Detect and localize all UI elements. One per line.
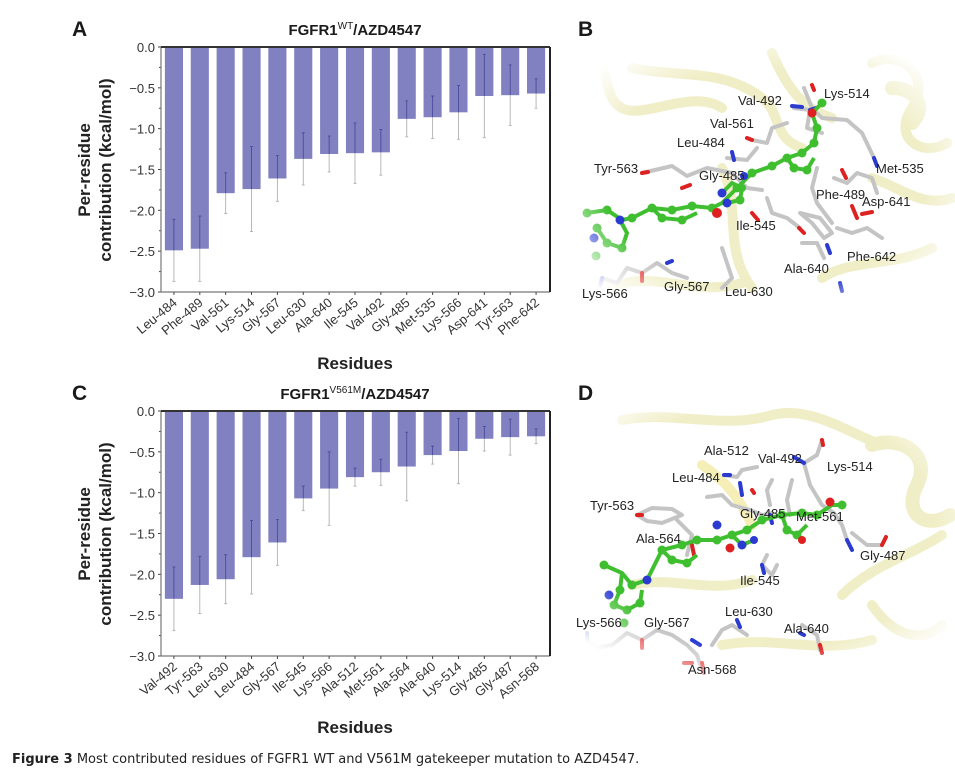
chart-a-bar	[294, 47, 313, 159]
residue-label: Lys-514	[824, 86, 870, 101]
residue-label: Met-561	[796, 509, 844, 524]
chart-c-bar	[268, 411, 287, 543]
residue-label: Val-561	[710, 116, 754, 131]
chart-c-bar	[216, 411, 235, 580]
chart-c-title-suffix: /AZD4547	[361, 386, 430, 403]
chart-c-ylabel-line1: Per-residue	[75, 487, 94, 581]
residue-label: Ala-640	[784, 621, 829, 636]
panel-letter-b: B	[578, 18, 594, 41]
chart-c-ytick-label: −2.5	[129, 608, 155, 623]
residue-label: Ile-545	[740, 573, 780, 588]
residue-label: Gly-567	[644, 615, 690, 630]
chart-c-ytick-label: 0.0	[137, 404, 155, 419]
residue-label: Leu-484	[677, 135, 725, 150]
residue-label: Asp-641	[862, 194, 910, 209]
chart-c-title: FGFR1V561M/AZD4547	[255, 385, 455, 403]
chart-a-ytick-label: −2.5	[129, 244, 155, 259]
chart-a-title-main: FGFR1	[288, 22, 338, 39]
residue-label: Lys-514	[827, 459, 873, 474]
residue-label: Val-492	[738, 93, 782, 108]
residue-label: Ala-640	[784, 261, 829, 276]
residue-label: Asn-568	[688, 662, 736, 677]
residue-label: Phe-642	[847, 249, 896, 264]
residue-label: Gly-485	[740, 506, 786, 521]
chart-a-bar	[190, 47, 209, 249]
residue-label: Lys-566	[576, 615, 622, 630]
panel-letter-a: A	[72, 18, 88, 41]
chart-a-ytick-label: −2.0	[129, 203, 155, 218]
chart-c-ytick-label: −0.5	[129, 445, 155, 460]
chart-c-bar	[475, 411, 494, 439]
residue-label: Leu-630	[725, 604, 773, 619]
chart-a-ytick-label: −1.0	[129, 122, 155, 137]
chart-a-ytick-label: −1.5	[129, 163, 155, 178]
chart-a-ytick-label: 0.0	[137, 40, 155, 55]
panel-letter-c: C	[72, 382, 88, 405]
chart-c-xlabel: Residues	[317, 718, 393, 737]
chart-a-bar	[449, 47, 468, 113]
chart-c-bar	[164, 411, 183, 599]
chart-a-bar	[397, 47, 416, 119]
chart-a-bar	[268, 47, 287, 179]
chart-a-title-suffix: /AZD4547	[353, 22, 422, 39]
chart-c-ytick-label: −1.5	[129, 527, 155, 542]
residue-label: Tyr-563	[590, 498, 634, 513]
residue-label: Tyr-563	[594, 161, 638, 176]
chart-a-bar	[527, 47, 546, 94]
chart-c-bar	[423, 411, 442, 456]
chart-a-bar	[164, 47, 183, 251]
chart-c-ytick-label: −1.0	[129, 486, 155, 501]
figure-caption: Figure 3 Most contributed residues of FG…	[12, 752, 639, 767]
chart-a-ytick-label: −3.0	[129, 285, 155, 300]
chart-a-xlabel: Residues	[317, 354, 393, 373]
residue-label: Gly-485	[699, 168, 745, 183]
chart-c-bar	[190, 411, 209, 585]
chart-a-bar	[423, 47, 442, 118]
chart-a-ylabel-line2: contribution (kcal/mol)	[96, 78, 115, 261]
chart-c: Per-residue contribution (kcal/mol) 0.0 −…	[75, 404, 551, 737]
chart-a-bar	[371, 47, 390, 153]
residue-label: Leu-630	[725, 284, 773, 299]
residue-label: Met-535	[876, 161, 924, 176]
chart-c-title-sup: V561M	[329, 385, 362, 396]
chart-c-bar	[345, 411, 365, 478]
chart-a-ylabel-line1: Per-residue	[75, 123, 94, 217]
figure-caption-text: Most contributed residues of FGFR1 WT an…	[72, 752, 640, 767]
chart-a-bar	[345, 47, 365, 154]
chart-c-bar	[320, 411, 339, 489]
chart-c-bar	[527, 411, 546, 437]
chart-a: Per-residue contribution (kcal/mol) 0.0 −…	[75, 40, 551, 373]
panel-letter-d: D	[578, 382, 594, 405]
chart-c-ylabel-line2: contribution (kcal/mol)	[96, 442, 115, 625]
residue-label: Phe-489	[816, 187, 865, 202]
chart-a-bar	[242, 47, 261, 190]
residue-label: Val-492	[758, 451, 802, 466]
chart-a-bar	[320, 47, 339, 154]
chart-c-bar	[242, 411, 261, 558]
residue-label: Ala-564	[636, 531, 681, 546]
chart-c-bar	[371, 411, 390, 473]
residue-label: Ile-545	[736, 218, 776, 233]
residue-label: Leu-484	[672, 470, 720, 485]
structure-panel-d: Ala-512 Val-492 Lys-514 Leu-484 Tyr-563 …	[572, 405, 955, 680]
chart-a-title-sup: WT	[337, 21, 354, 32]
chart-a-bar	[216, 47, 235, 194]
structure-panel-b: Val-492 Lys-514 Val-561 Leu-484 Tyr-563 …	[572, 48, 955, 310]
figure-caption-label: Figure 3	[12, 752, 73, 767]
chart-a-title: FGFR1WT/AZD4547	[255, 21, 455, 39]
chart-c-ytick-label: −3.0	[129, 649, 155, 664]
chart-c-bar	[294, 411, 313, 499]
chart-a-ytick-label: −0.5	[129, 81, 155, 96]
residue-label: Lys-566	[582, 286, 628, 301]
chart-c-title-main: FGFR1	[280, 386, 330, 403]
chart-c-ytick-label: −2.0	[129, 567, 155, 582]
residue-label: Gly-487	[860, 548, 906, 563]
residue-label: Gly-567	[664, 279, 710, 294]
residue-label: Ala-512	[704, 443, 749, 458]
